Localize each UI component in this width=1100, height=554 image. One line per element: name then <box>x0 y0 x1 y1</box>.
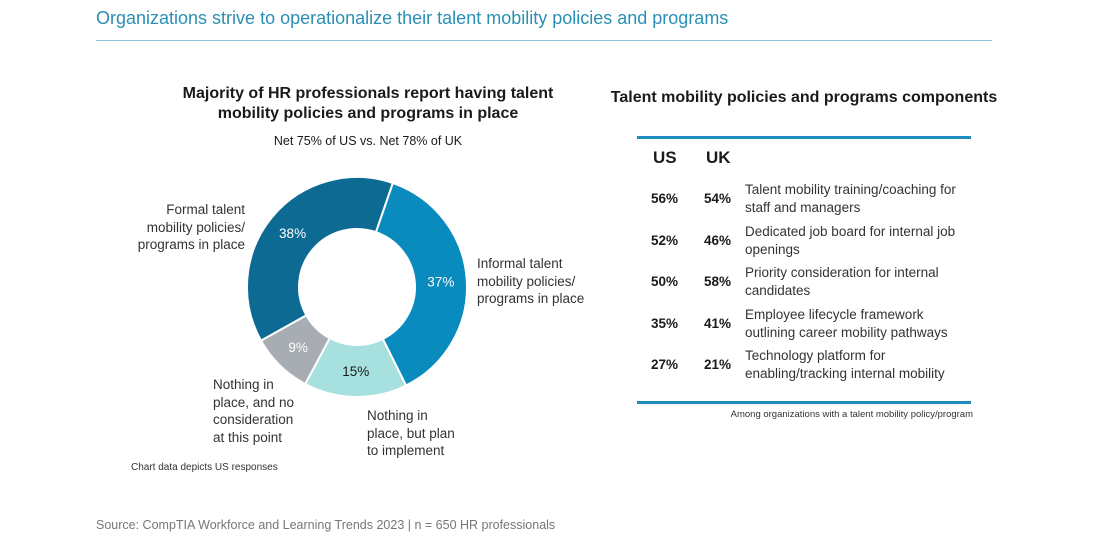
donut-slice-formal <box>246 176 395 342</box>
slice-label-formal: 38% <box>279 226 306 241</box>
title-divider <box>96 40 992 41</box>
slice-label-nothing-none: 9% <box>288 340 308 355</box>
slice-label-informal: 37% <box>427 275 454 290</box>
column-header-uk: UK <box>706 148 731 167</box>
donut-slice-informal <box>374 181 468 387</box>
callout-nothing-plan: Nothing in place, but plan to implement <box>367 408 455 458</box>
table-row: 50% 58% Priority consideration for inter… <box>637 262 997 304</box>
component-label: Dedicated job board for internal job ope… <box>745 224 956 257</box>
donut-chart-note: Chart data depicts US responses <box>131 462 278 473</box>
slice-label-nothing-plan: 15% <box>342 364 369 379</box>
us-value: 56% <box>651 191 679 206</box>
uk-value: 54% <box>704 191 732 206</box>
components-title: Talent mobility policies and programs co… <box>610 89 998 106</box>
uk-value: 58% <box>704 274 732 289</box>
callout-informal: Informal talent mobility policies/ progr… <box>477 256 585 306</box>
component-label: Employee lifecycle framework outlining c… <box>745 307 948 340</box>
uk-value: 41% <box>704 316 732 331</box>
components-top-rule <box>637 136 971 139</box>
us-value: 35% <box>651 316 679 331</box>
table-row: 35% 41% Employee lifecycle framework out… <box>637 304 997 346</box>
component-label: Technology platform for enabling/trackin… <box>745 348 945 381</box>
uk-value: 21% <box>704 357 732 372</box>
us-value: 50% <box>651 274 679 289</box>
table-row: 27% 21% Technology platform for enabling… <box>637 345 997 387</box>
table-row: 56% 54% Talent mobility training/coachin… <box>637 179 997 221</box>
column-header-us: US <box>653 148 677 167</box>
table-row: 52% 46% Dedicated job board for internal… <box>637 221 997 263</box>
component-label: Talent mobility training/coaching for st… <box>745 182 956 215</box>
source-note: Source: CompTIA Workforce and Learning T… <box>96 518 556 532</box>
us-value: 27% <box>651 357 679 372</box>
page-title: Organizations strive to operationalize t… <box>96 8 729 28</box>
callout-formal: Formal talent mobility policies/ program… <box>137 202 245 252</box>
components-note: Among organizations with a talent mobili… <box>730 409 973 420</box>
donut-chart-title: Majority of HR professionals report havi… <box>182 85 554 122</box>
donut-chart-subtitle: Net 75% of US vs. Net 78% of UK <box>273 134 463 148</box>
uk-value: 46% <box>704 233 732 248</box>
callout-nothing-none: Nothing in place, and no consideration a… <box>213 377 295 445</box>
component-label: Priority consideration for internal cand… <box>745 265 939 298</box>
components-bottom-rule <box>637 401 971 404</box>
us-value: 52% <box>651 233 679 248</box>
